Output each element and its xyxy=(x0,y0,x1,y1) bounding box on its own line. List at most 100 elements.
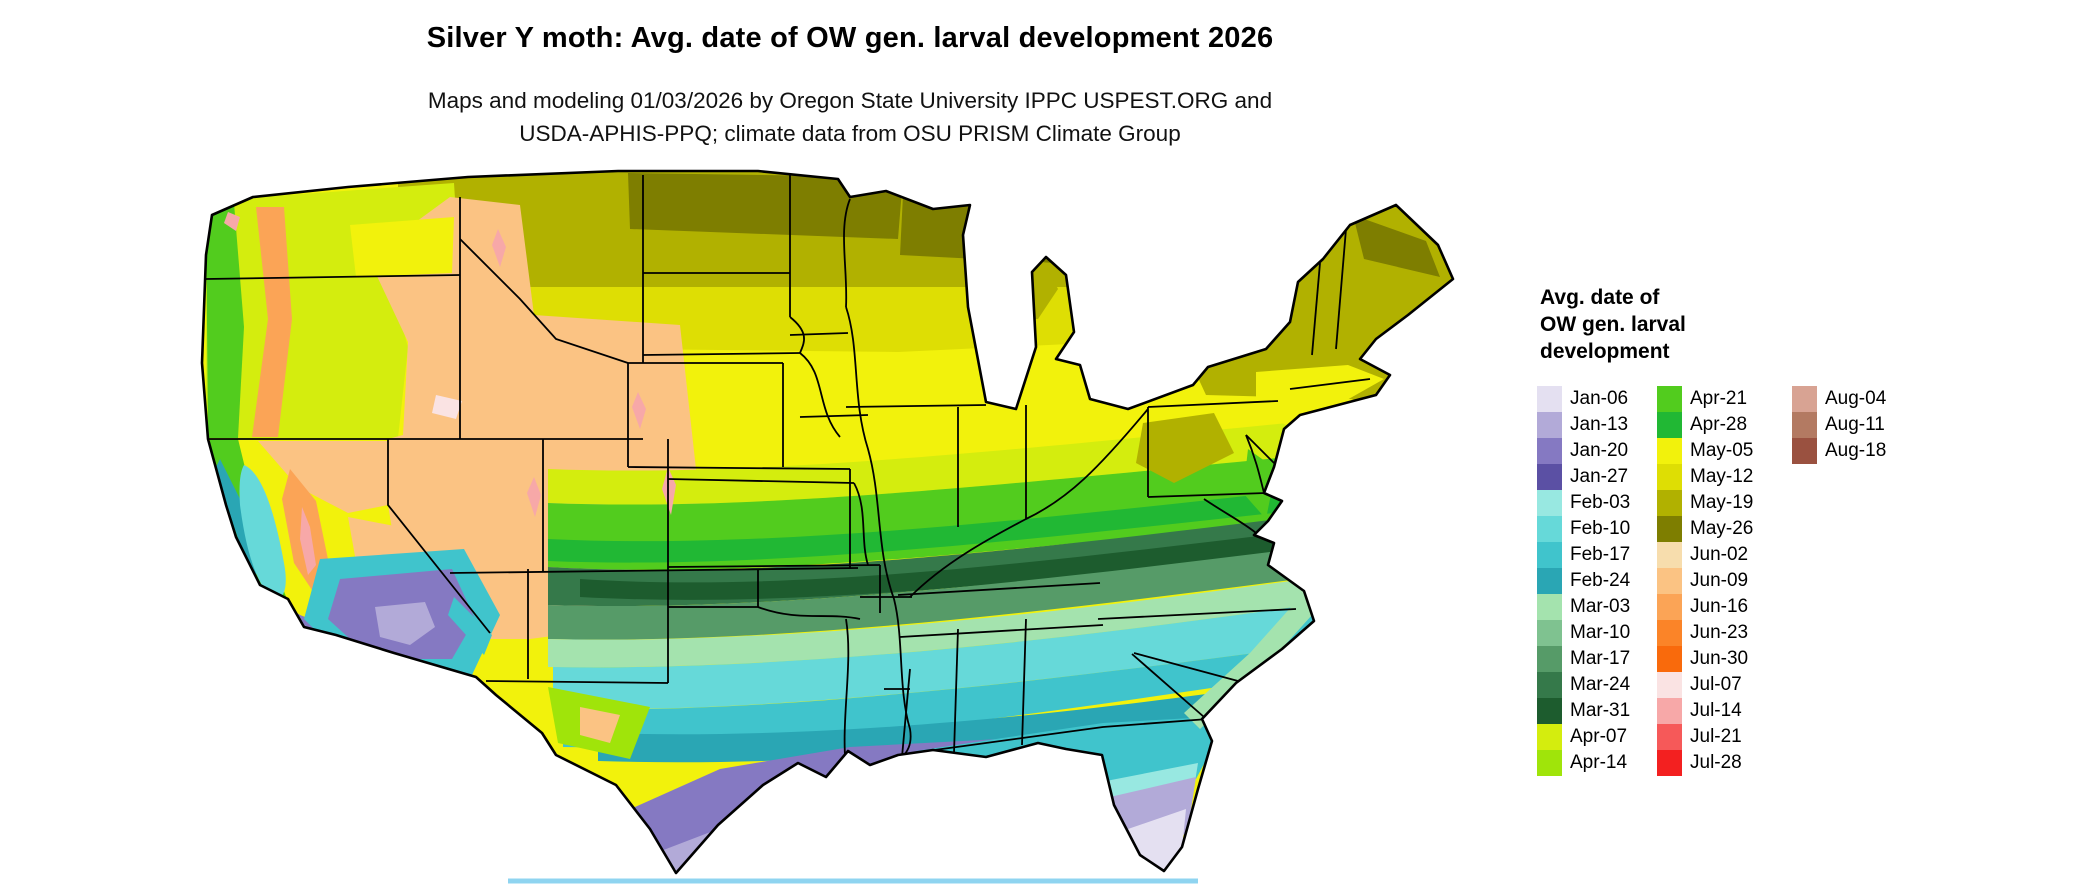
legend-label: Jan-27 xyxy=(1570,466,1629,487)
legend-label: Jul-28 xyxy=(1690,752,1742,773)
legend-swatch-May-12 xyxy=(1657,464,1682,490)
legend-row: Apr-21 xyxy=(1657,386,1792,412)
legend-swatch-Jun-16 xyxy=(1657,594,1682,620)
legend-swatch-Mar-31 xyxy=(1537,698,1562,724)
legend-title-line: development xyxy=(1540,340,1670,363)
legend-row: Jul-28 xyxy=(1657,750,1792,776)
legend-swatch-Mar-03 xyxy=(1537,594,1562,620)
legend-label: Jul-07 xyxy=(1690,674,1742,695)
legend-label: Apr-28 xyxy=(1690,414,1748,435)
legend-label: Feb-03 xyxy=(1570,492,1631,513)
legend-swatch-Jul-07 xyxy=(1657,672,1682,698)
legend-row: Jun-09 xyxy=(1657,568,1792,594)
legend-swatch-Jan-13 xyxy=(1537,412,1562,438)
legend-swatch-May-05 xyxy=(1657,438,1682,464)
legend-row: Apr-14 xyxy=(1537,750,1657,776)
legend-row: May-05 xyxy=(1657,438,1792,464)
legend-label: Jan-06 xyxy=(1570,388,1629,409)
legend-title-line: Avg. date of xyxy=(1540,286,1660,309)
legend-label: Jun-23 xyxy=(1690,622,1749,643)
legend-label: May-26 xyxy=(1690,518,1754,539)
legend: Jan-06 Jan-13 Jan-20 Jan-27 Feb-03 Feb-10 Feb-… xyxy=(1537,386,1886,776)
legend-swatch-Feb-24 xyxy=(1537,568,1562,594)
legend-row: Jun-16 xyxy=(1657,594,1792,620)
legend-row: May-19 xyxy=(1657,490,1792,516)
legend-swatch-Jun-23 xyxy=(1657,620,1682,646)
legend-label: Feb-10 xyxy=(1570,518,1631,539)
legend-row: Aug-04 xyxy=(1792,386,1886,412)
legend-swatch-Jan-20 xyxy=(1537,438,1562,464)
legend-label: Aug-04 xyxy=(1825,388,1887,409)
legend-row: Jul-07 xyxy=(1657,672,1792,698)
legend-swatch-Apr-07 xyxy=(1537,724,1562,750)
legend-row: Apr-28 xyxy=(1657,412,1792,438)
legend-row: May-26 xyxy=(1657,516,1792,542)
legend-swatch-Jul-28 xyxy=(1657,750,1682,776)
legend-swatch-Apr-14 xyxy=(1537,750,1562,776)
legend-label: Jun-09 xyxy=(1690,570,1749,591)
page-title: Silver Y moth: Avg. date of OW gen. larv… xyxy=(426,22,1274,54)
legend-swatch-Apr-28 xyxy=(1657,412,1682,438)
legend-swatch-Jun-30 xyxy=(1657,646,1682,672)
legend-label: Mar-17 xyxy=(1570,648,1631,669)
legend-swatch-Feb-17 xyxy=(1537,542,1562,568)
legend-label: Feb-24 xyxy=(1570,570,1631,591)
page-subtitle: Maps and modeling 01/03/2026 by Oregon S… xyxy=(0,84,1700,150)
legend-label: Mar-24 xyxy=(1570,674,1631,695)
legend-swatch-Jan-27 xyxy=(1537,464,1562,490)
legend-row: Aug-11 xyxy=(1792,412,1886,438)
legend-title: Avg. date of OW gen. larval development xyxy=(1540,284,1686,365)
legend-row: Aug-18 xyxy=(1792,438,1886,464)
legend-swatch-Jun-02 xyxy=(1657,542,1682,568)
legend-swatch-Feb-03 xyxy=(1537,490,1562,516)
legend-label: Jul-14 xyxy=(1690,700,1742,721)
subtitle-line-2: USDA-APHIS-PPQ; climate data from OSU PR… xyxy=(519,121,1181,146)
legend-row: May-12 xyxy=(1657,464,1792,490)
legend-label: Mar-03 xyxy=(1570,596,1631,617)
legend-label: Mar-31 xyxy=(1570,700,1631,721)
legend-swatch-Apr-21 xyxy=(1657,386,1682,412)
legend-label: Mar-10 xyxy=(1570,622,1631,643)
legend-column-1: Apr-21 Apr-28 May-05 May-12 May-19 May-26 Jun-… xyxy=(1657,386,1792,776)
legend-label: Jan-20 xyxy=(1570,440,1629,461)
legend-label: Apr-07 xyxy=(1570,726,1628,747)
legend-label: Aug-11 xyxy=(1825,414,1885,435)
legend-label: Jun-16 xyxy=(1690,596,1749,617)
legend-label: May-19 xyxy=(1690,492,1754,513)
legend-swatch-Jul-14 xyxy=(1657,698,1682,724)
legend-row: Jul-21 xyxy=(1657,724,1792,750)
legend-row: Mar-10 xyxy=(1537,620,1657,646)
legend-row: Jan-27 xyxy=(1537,464,1657,490)
legend-swatch-Mar-10 xyxy=(1537,620,1562,646)
us-map-svg xyxy=(200,169,1455,884)
legend-row: Jul-14 xyxy=(1657,698,1792,724)
legend-row: Mar-31 xyxy=(1537,698,1657,724)
legend-row: Jun-23 xyxy=(1657,620,1792,646)
legend-swatch-Mar-17 xyxy=(1537,646,1562,672)
subtitle-line-1: Maps and modeling 01/03/2026 by Oregon S… xyxy=(427,88,1273,113)
legend-row: Feb-24 xyxy=(1537,568,1657,594)
legend-label: May-05 xyxy=(1690,440,1754,461)
legend-swatch-Aug-18 xyxy=(1792,438,1817,464)
legend-label: Apr-21 xyxy=(1690,388,1748,409)
legend-swatch-Jan-06 xyxy=(1537,386,1562,412)
legend-swatch-Aug-04 xyxy=(1792,386,1817,412)
legend-swatch-Mar-24 xyxy=(1537,672,1562,698)
legend-row: Jan-20 xyxy=(1537,438,1657,464)
map-state-borders xyxy=(204,175,1371,782)
legend-label: Jun-02 xyxy=(1690,544,1749,565)
legend-swatch-Jul-21 xyxy=(1657,724,1682,750)
map-outline xyxy=(200,169,1455,875)
legend-label: Jun-30 xyxy=(1690,648,1749,669)
legend-swatch-Aug-11 xyxy=(1792,412,1817,438)
legend-swatch-Feb-10 xyxy=(1537,516,1562,542)
legend-row: Mar-17 xyxy=(1537,646,1657,672)
legend-swatch-May-26 xyxy=(1657,516,1682,542)
us-map xyxy=(198,167,1500,884)
legend-label: Jul-21 xyxy=(1690,726,1742,747)
legend-row: Apr-07 xyxy=(1537,724,1657,750)
legend-label: Aug-18 xyxy=(1825,440,1887,461)
legend-swatch-May-19 xyxy=(1657,490,1682,516)
legend-row: Jan-06 xyxy=(1537,386,1657,412)
